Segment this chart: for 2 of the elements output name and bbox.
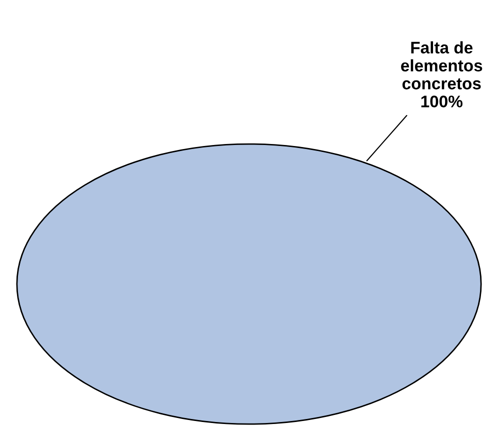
slice-label: Falta de elementos concretos (401, 41, 482, 90)
data-label: 100% (421, 96, 462, 108)
